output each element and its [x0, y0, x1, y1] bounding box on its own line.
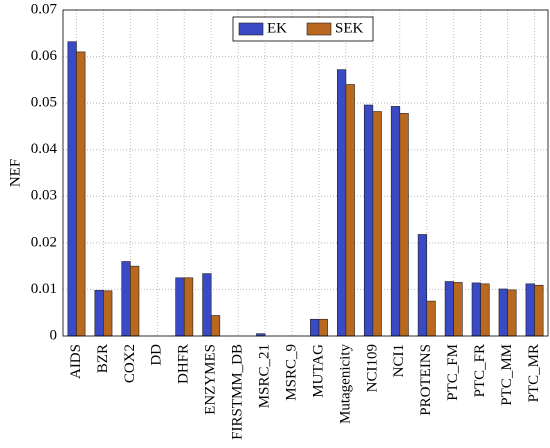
- bar: [363, 104, 374, 337]
- legend-swatch: [238, 22, 264, 36]
- bar: [390, 106, 401, 337]
- y-tick-label: 0.01: [31, 281, 57, 297]
- bar: [471, 282, 481, 337]
- bar: [345, 84, 355, 337]
- y-tick-label: 0.04: [31, 141, 58, 157]
- bar: [498, 288, 508, 337]
- x-tick-label: PTC_FR: [472, 344, 488, 397]
- x-tick-label: Mutagenicity: [337, 344, 353, 424]
- y-tick-label: 0.05: [31, 95, 57, 111]
- bar: [183, 277, 194, 337]
- x-tick-label: FIRSTMM_DB: [230, 344, 246, 440]
- x-tick-label: AIDS: [68, 344, 84, 379]
- bar: [525, 283, 535, 337]
- x-tick-label: COX2: [122, 344, 138, 383]
- bar: [318, 318, 328, 337]
- bar: [210, 315, 221, 337]
- x-tick-label: ENZYMES: [203, 344, 219, 415]
- bar: [103, 290, 113, 337]
- x-tick-label: DHFR: [176, 344, 192, 384]
- y-tick-label: 0.03: [31, 188, 57, 204]
- y-tick-label: 0: [50, 327, 58, 343]
- bar: [94, 290, 104, 337]
- bar: [310, 318, 320, 337]
- bar: [417, 234, 428, 337]
- legend-label: EK: [267, 20, 287, 36]
- x-tick-label: PTC_MR: [526, 344, 542, 402]
- bar: [175, 277, 185, 337]
- plot-area: [63, 10, 548, 336]
- x-tick-label: DD: [149, 344, 165, 366]
- bar: [444, 281, 454, 337]
- bar: [202, 273, 212, 337]
- x-tick-label: PTC_MM: [499, 344, 515, 406]
- x-tick-label: PROTEINS: [418, 344, 434, 416]
- x-tick-label: NCI109: [364, 344, 380, 392]
- bar: [130, 265, 140, 337]
- bar: [426, 300, 436, 337]
- x-tick-label: MSRC_21: [257, 344, 273, 408]
- bar: [534, 284, 544, 337]
- y-axis-label: NEF: [7, 159, 23, 187]
- bar: [453, 282, 463, 337]
- bar: [76, 51, 86, 337]
- plot-frame: [62, 9, 549, 337]
- legend-label: SEK: [335, 20, 364, 36]
- x-tick-label: MUTAG: [310, 344, 326, 398]
- y-tick-label: 0.02: [31, 234, 57, 250]
- x-tick-label: MSRC_9: [283, 344, 299, 401]
- legend-box: [232, 16, 374, 42]
- y-tick-label: 0.06: [31, 48, 58, 64]
- x-tick-label: BZR: [95, 344, 111, 373]
- legend-swatch: [306, 22, 332, 36]
- bar: [67, 41, 77, 337]
- x-tick-label: PTC_FM: [445, 344, 461, 401]
- y-tick-label: 0.07: [31, 1, 58, 17]
- bar: [480, 283, 490, 337]
- bar: [372, 111, 382, 337]
- bar: [336, 69, 347, 337]
- bar: [399, 113, 409, 337]
- bar: [121, 261, 131, 337]
- x-tick-label: NCI1: [391, 344, 407, 377]
- bar: [507, 289, 517, 337]
